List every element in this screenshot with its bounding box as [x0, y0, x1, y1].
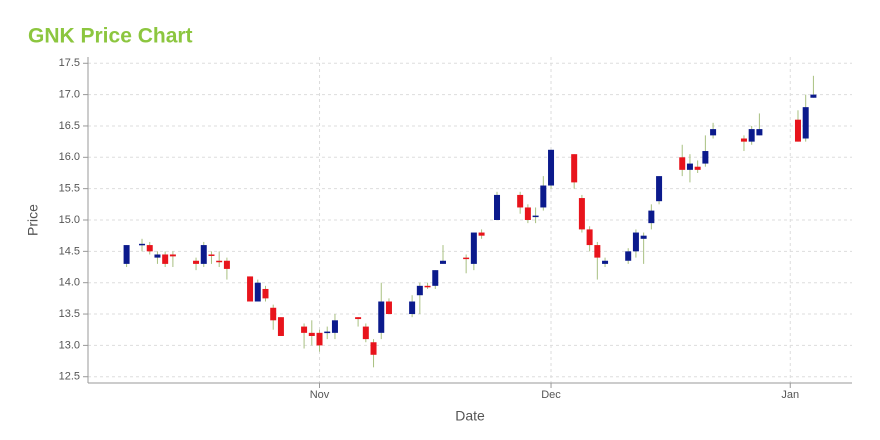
y-tick-label: 14.5 [59, 245, 80, 257]
x-tick-label: Jan [781, 389, 799, 401]
candle-body [324, 331, 331, 334]
candle-body [308, 332, 315, 336]
y-tick-label: 16.0 [59, 151, 80, 163]
candle-body [254, 282, 261, 302]
candle-body [162, 254, 169, 264]
candle-body [625, 251, 632, 261]
candle-body [632, 232, 639, 252]
candle-body [656, 176, 663, 202]
candle-body [416, 285, 423, 296]
candle-body [548, 149, 555, 186]
candle-body [470, 232, 477, 264]
candle-body [740, 138, 747, 142]
y-tick-label: 16.5 [59, 120, 80, 132]
candle-body [362, 326, 369, 340]
candle-body [370, 342, 377, 355]
y-tick-label: 15.0 [59, 214, 80, 226]
y-tick-label: 14.0 [59, 277, 80, 289]
candle-body [193, 260, 200, 264]
candle-body [794, 119, 801, 142]
candle-body [409, 301, 416, 315]
x-tick-label: Dec [541, 389, 561, 401]
x-tick-label: Nov [310, 389, 330, 401]
candle-body [802, 107, 809, 139]
y-tick-label: 13.5 [59, 308, 80, 320]
candle-body [694, 166, 701, 170]
candle-body [123, 245, 130, 264]
candle-body [679, 157, 686, 170]
candle-body [586, 229, 593, 246]
candle-body [270, 307, 277, 321]
candle-body [154, 254, 161, 258]
candle-body [439, 260, 446, 264]
y-tick-label: 17.5 [59, 57, 80, 69]
candle-body [385, 301, 392, 315]
candle-body [640, 235, 647, 239]
candle-body [169, 254, 176, 257]
candle-body [594, 245, 601, 258]
candle-body [200, 245, 207, 264]
candle-body [223, 260, 230, 269]
candle-body [756, 129, 763, 136]
candle-body [524, 207, 531, 220]
candle-body [247, 276, 254, 302]
candle-body [316, 332, 323, 346]
candle-body [378, 301, 385, 333]
candle-body [139, 243, 146, 246]
candle-body [355, 317, 362, 320]
candle-body [262, 288, 269, 299]
y-tick-label: 15.5 [59, 183, 80, 195]
y-tick-label: 13.0 [59, 339, 80, 351]
candle-body [424, 285, 431, 288]
candle-body [216, 260, 223, 263]
candle-body [686, 163, 693, 170]
candle-body [702, 151, 709, 164]
candle-body [463, 257, 470, 260]
y-axis-label: Price [25, 204, 41, 236]
candle-body [494, 194, 501, 220]
candle-body [602, 260, 609, 264]
candle-body [540, 185, 547, 208]
y-tick-label: 17.0 [59, 89, 80, 101]
candle-body [208, 254, 215, 256]
y-tick-label: 12.5 [59, 371, 80, 383]
candle-body [810, 94, 817, 98]
chart-title: GNK Price Chart [28, 25, 193, 48]
candle-body [710, 129, 717, 136]
candle-body [748, 129, 755, 142]
x-axis-label: Date [455, 408, 485, 424]
candle-body [277, 317, 284, 336]
candle-body [571, 154, 578, 183]
candle-body [648, 210, 655, 224]
candle-body [517, 194, 524, 208]
candle-body [578, 198, 585, 230]
candle-body [432, 270, 439, 286]
candle-body [478, 232, 485, 236]
candle-body [301, 326, 308, 333]
candle-body [331, 320, 338, 333]
candle-body [532, 215, 539, 218]
candle-body [146, 245, 153, 252]
